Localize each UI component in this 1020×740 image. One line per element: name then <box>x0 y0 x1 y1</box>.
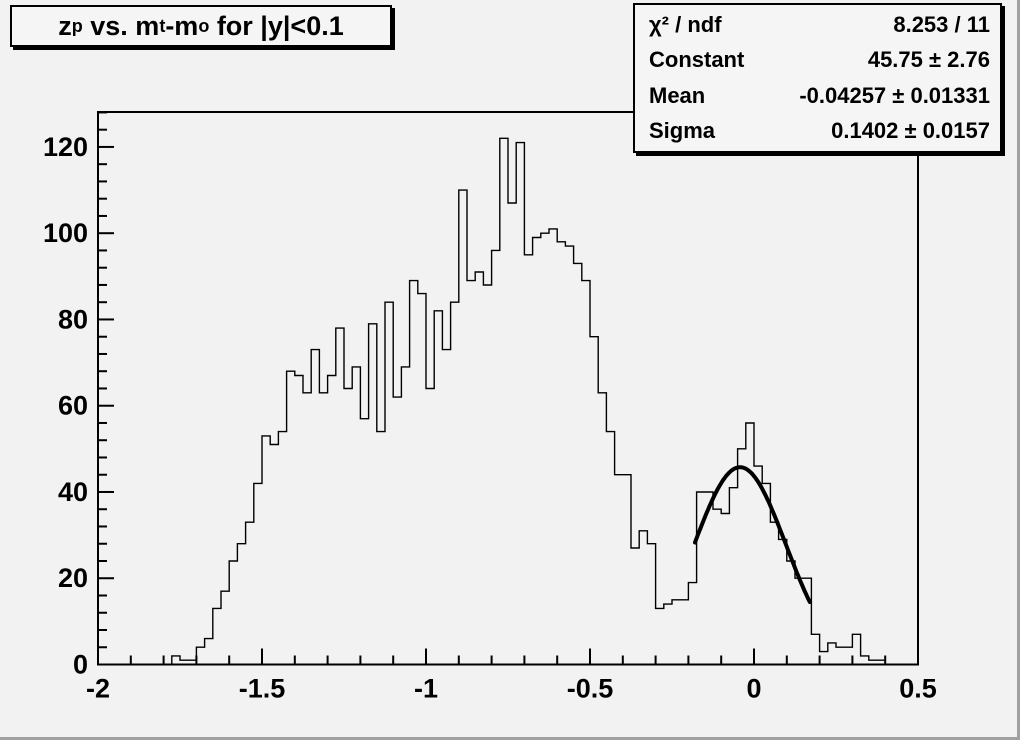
stats-label-chi2: χ² / ndf <box>649 11 722 37</box>
title-sub-o: o <box>198 15 210 36</box>
x-axis-tick-label: -2 <box>86 674 110 704</box>
gaussian-fit-curve <box>693 465 812 604</box>
x-axis-tick-label: -1 <box>414 674 438 704</box>
title-sub-p: p <box>71 15 83 36</box>
y-axis-tick-label: 20 <box>58 563 88 593</box>
stats-value-sigma: 0.1402 ± 0.0157 <box>831 118 990 144</box>
stats-value-mean: -0.04257 ± 0.01331 <box>799 82 990 108</box>
title-sub-t: t <box>159 15 166 36</box>
title-text-vs-m: vs. m <box>82 10 160 41</box>
histogram-step-line <box>98 137 918 666</box>
y-axis-tick-label: 60 <box>58 391 88 421</box>
stats-row-chi2: χ² / ndf 8.253 / 11 <box>635 12 1000 38</box>
y-axis-tick-label: 0 <box>73 650 88 680</box>
stats-row-constant: Constant 45.75 ± 2.76 <box>635 47 1000 73</box>
plot-frame <box>97 111 919 666</box>
fit-stats-box: χ² / ndf 8.253 / 11 Constant 45.75 ± 2.7… <box>633 3 1002 153</box>
x-axis-tick-label: 0 <box>746 674 761 704</box>
x-axis-tick-label: 0.5 <box>899 674 937 704</box>
y-axis-tick-label: 80 <box>58 304 88 334</box>
x-axis-tick-label: -0.5 <box>567 674 614 704</box>
x-axis-tick-label: -1.5 <box>239 674 286 704</box>
y-axis-tick-label: 120 <box>43 132 88 162</box>
stats-label-mean: Mean <box>649 82 706 108</box>
title-text-z: z <box>58 10 72 41</box>
stats-label-sigma: Sigma <box>649 118 716 144</box>
y-axis-tick-label: 100 <box>43 218 88 248</box>
stats-label-constant: Constant <box>649 47 745 73</box>
title-text-minus-m: -m <box>165 10 199 41</box>
y-axis-tick-label: 40 <box>58 477 88 507</box>
stats-row-sigma: Sigma 0.1402 ± 0.0157 <box>635 118 1000 144</box>
stats-value-chi2: 8.253 / 11 <box>893 11 990 37</box>
stats-row-mean: Mean -0.04257 ± 0.01331 <box>635 83 1000 109</box>
stats-value-constant: 45.75 ± 2.76 <box>867 47 990 73</box>
title-text-for-y: for |y|<0.1 <box>209 10 344 41</box>
